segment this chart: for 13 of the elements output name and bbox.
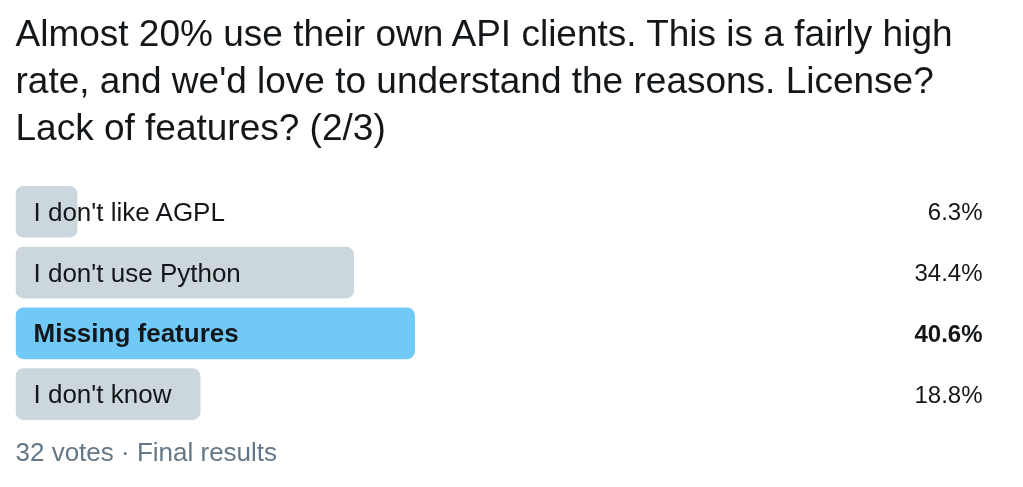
- y-tick-label: I don't like AGPL: [33, 196, 225, 227]
- data-label: 40.6%: [914, 319, 983, 347]
- bar: [15, 368, 201, 420]
- data-label: 18.8%: [914, 380, 983, 408]
- bar: [15, 307, 416, 360]
- bar: [15, 246, 354, 299]
- data-label: 34.4%: [914, 259, 983, 287]
- y-tick-label: I don't know: [33, 379, 172, 410]
- y-tick-label: Missing features: [33, 318, 239, 349]
- chart-title: Almost 20% use their own API clients. This is a fairly high rate, and we'd love to understand the reasons. License? Lack of features? (2/3): [15, 13, 953, 149]
- data-label: 6.3%: [927, 198, 983, 226]
- text: 32 votes · Final results: [15, 436, 278, 467]
- y-tick-label: I don't use Python: [33, 257, 241, 288]
